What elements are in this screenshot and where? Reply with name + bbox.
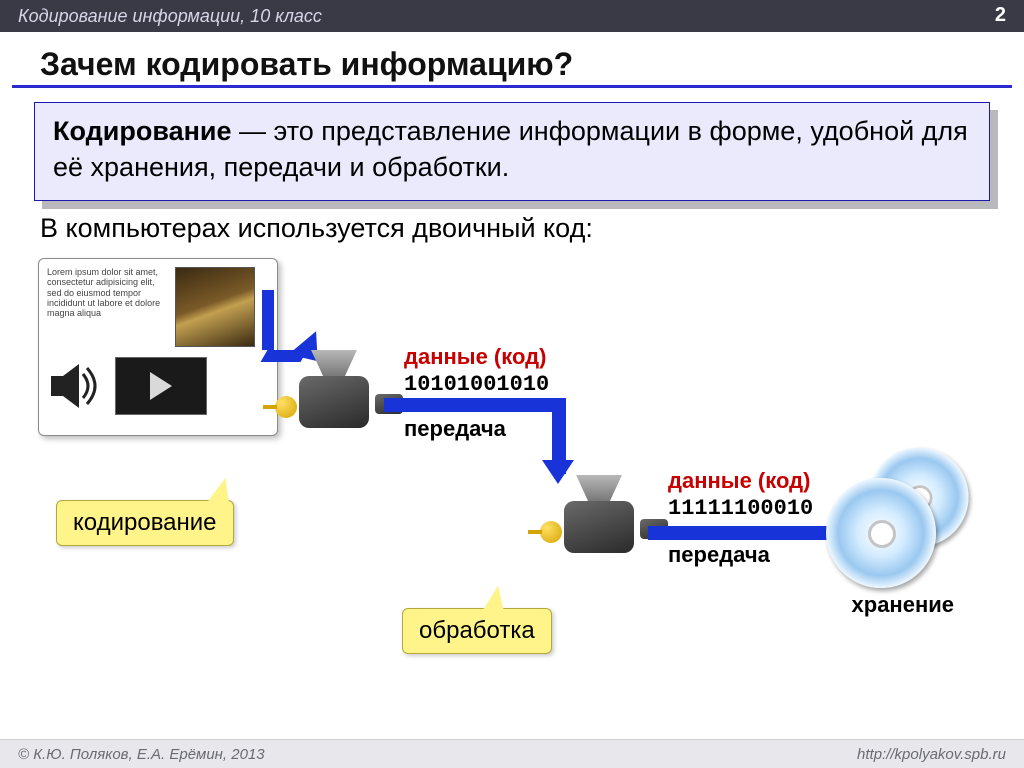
binary-code-1: 10101001010 bbox=[404, 372, 549, 397]
diagram: Lorem ipsum dolor sit amet, consectetur … bbox=[12, 250, 1012, 670]
definition-box: Кодирование — это представление информац… bbox=[34, 102, 990, 201]
callout-encoding: кодирование bbox=[56, 500, 234, 546]
callout-encoding-text: кодирование bbox=[73, 509, 217, 536]
footer-url: http://kpolyakov.spb.ru bbox=[857, 746, 1006, 763]
processor-machine-icon bbox=[542, 475, 652, 570]
definition-term: Кодирование bbox=[53, 116, 232, 146]
transfer-label-2: передача bbox=[668, 542, 770, 568]
callout-processing-text: обработка bbox=[419, 617, 535, 644]
slide-footer: © К.Ю. Поляков, Е.А. Ерёмин, 2013 http:/… bbox=[0, 739, 1024, 768]
callout-processing: обработка bbox=[402, 608, 552, 654]
subheading: В компьютерах используется двоичный код: bbox=[40, 213, 1024, 244]
discs-icon bbox=[822, 450, 982, 580]
data-label-1: данные (код) bbox=[404, 344, 546, 370]
title-underline bbox=[12, 85, 1012, 88]
page-number: 2 bbox=[995, 4, 1006, 27]
storage-label: хранение bbox=[852, 592, 954, 618]
video-icon bbox=[115, 357, 207, 415]
lorem-text: Lorem ipsum dolor sit amet, consectetur … bbox=[47, 267, 167, 347]
speaker-icon bbox=[47, 360, 103, 412]
slide-title: Зачем кодировать информацию? bbox=[40, 46, 1024, 83]
footer-copyright: © К.Ю. Поляков, Е.А. Ерёмин, 2013 bbox=[18, 746, 265, 763]
data-label-2: данные (код) bbox=[668, 468, 810, 494]
transfer-label-1: передача bbox=[404, 416, 506, 442]
source-card: Lorem ipsum dolor sit amet, consectetur … bbox=[38, 258, 278, 436]
binary-code-2: 11111100010 bbox=[668, 496, 813, 521]
encoder-machine-icon bbox=[277, 350, 387, 445]
painting-icon bbox=[175, 267, 255, 347]
breadcrumb: Кодирование информации, 10 класс bbox=[18, 6, 322, 27]
slide-header: Кодирование информации, 10 класс 2 bbox=[0, 0, 1024, 32]
